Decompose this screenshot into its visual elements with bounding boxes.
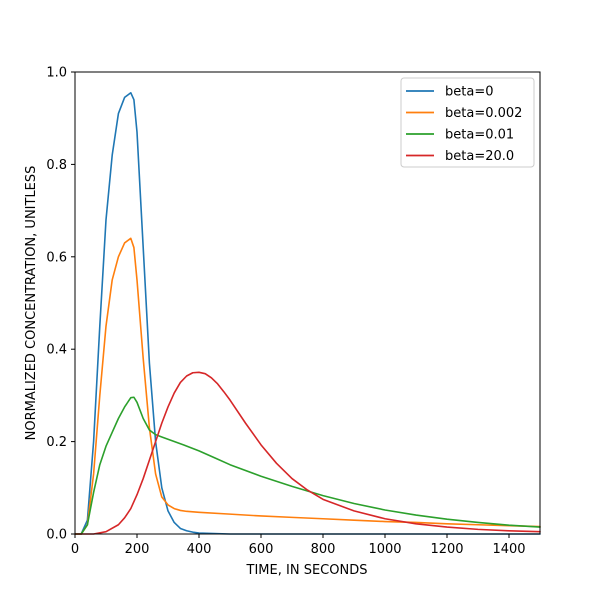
x-tick-label: 0 (71, 542, 79, 557)
y-axis-label: NORMALIZED CONCENTRATION, UNITLESS (24, 166, 39, 441)
y-tick-label: 1.0 (46, 66, 67, 81)
y-tick-label: 0.0 (46, 528, 67, 543)
plot-frame (74, 71, 541, 535)
x-tick-label: 1200 (430, 542, 463, 557)
y-axis: 0.0 0.2 0.4 0.6 0.8 1.0 (46, 66, 75, 543)
x-tick-label: 600 (249, 542, 274, 557)
series-line-2 (74, 396, 541, 535)
x-tick-label: 800 (311, 542, 336, 557)
x-tick-label: 200 (125, 542, 150, 557)
legend-label: beta=20.0 (445, 149, 514, 164)
x-tick-label: 1000 (368, 542, 401, 557)
y-tick-label: 0.8 (46, 158, 67, 173)
legend-box (400, 77, 535, 168)
x-tick-label: 400 (187, 542, 212, 557)
y-tick-label: 0.4 (46, 343, 67, 358)
legend-label: beta=0.002 (445, 106, 522, 121)
y-tick-label: 0.6 (46, 250, 67, 265)
legend: beta=0 beta=0.002 beta=0.01 beta=20.0 (400, 77, 535, 168)
x-axis: 0 200 400 600 800 1000 1200 1400 (71, 534, 526, 557)
legend-label: beta=0 (445, 85, 493, 100)
series-line-1 (74, 237, 541, 535)
y-tick-label: 0.2 (46, 435, 67, 450)
x-tick-label: 1400 (492, 542, 525, 557)
legend-label: beta=0.01 (445, 128, 514, 143)
series-line-3 (74, 371, 541, 535)
x-axis-label: TIME, IN SECONDS (246, 563, 368, 578)
